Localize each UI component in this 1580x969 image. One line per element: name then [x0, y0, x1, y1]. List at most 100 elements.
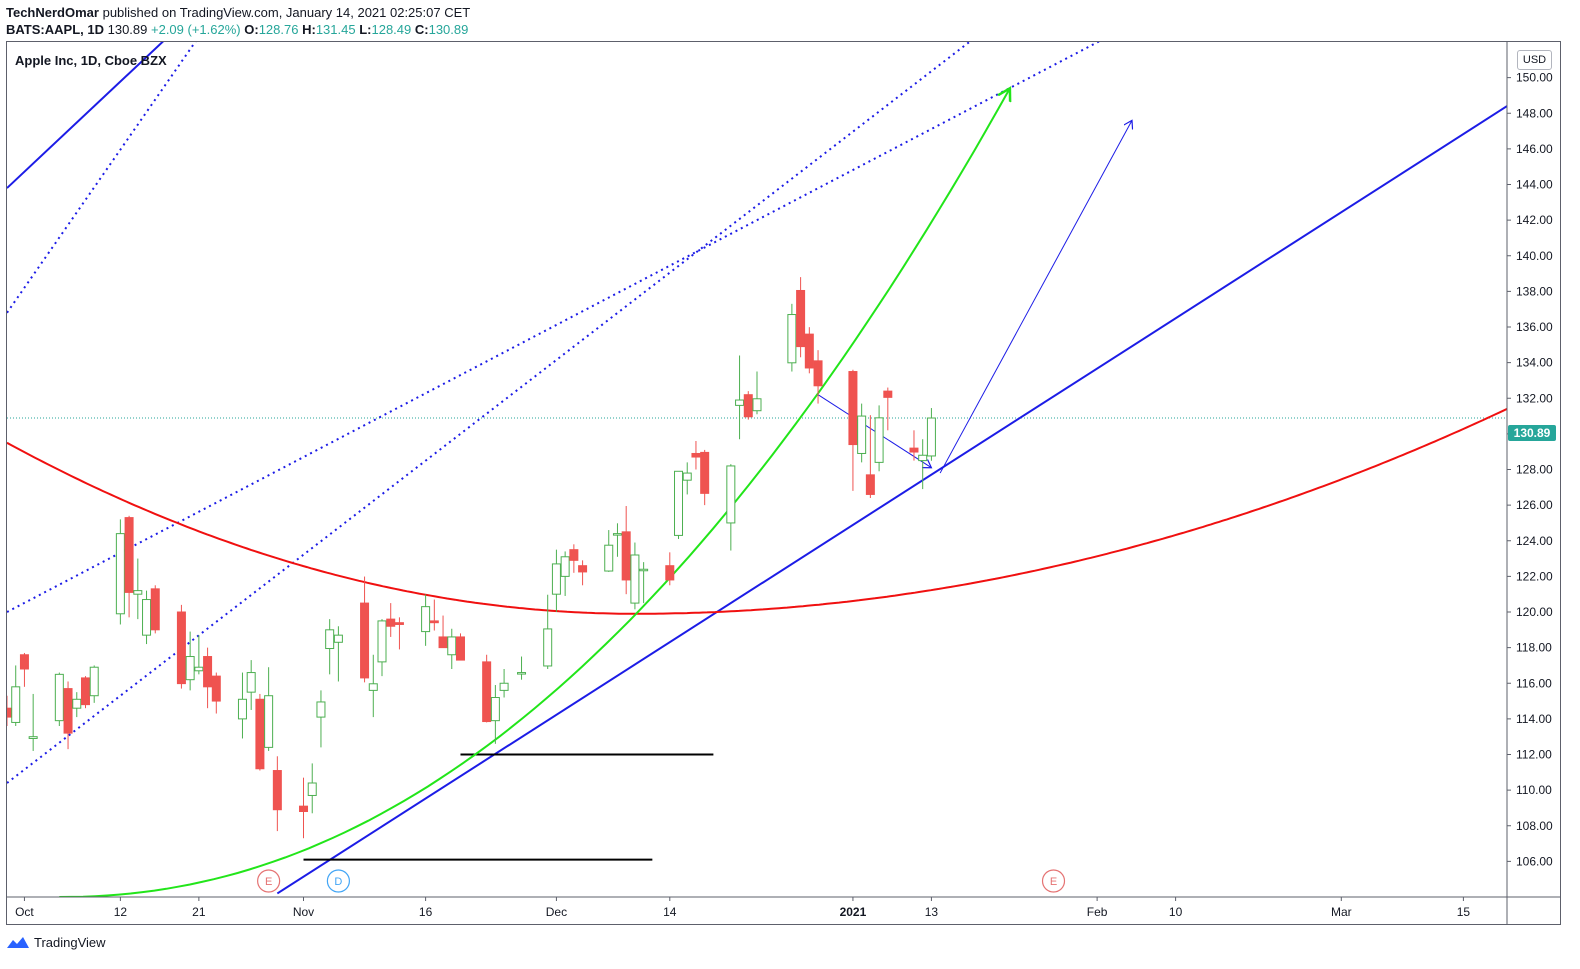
x-tick-label: Nov [293, 905, 314, 919]
candle-body [360, 602, 370, 679]
close-label: C: [414, 22, 429, 37]
candle-body [621, 531, 631, 581]
candle-bearish [360, 576, 370, 683]
candle-bullish [54, 672, 64, 726]
candle-body [7, 707, 12, 718]
x-tick-label: Dec [546, 905, 567, 919]
candle-bullish [874, 405, 884, 472]
high-value: 131.45 [315, 22, 356, 37]
candle-body [865, 474, 875, 495]
candle-bearish [272, 756, 282, 832]
candle-body [482, 661, 492, 723]
x-tick-label: Oct [15, 905, 34, 919]
candle-body [124, 517, 134, 593]
earnings-event-marker [1041, 869, 1066, 893]
candle-body [211, 675, 221, 702]
candle-bearish [429, 599, 439, 631]
y-tick-label: 142.00 [1516, 213, 1553, 227]
earnings-event-label: E [1050, 876, 1057, 888]
candle-bearish [255, 693, 265, 771]
candle-bullish [333, 626, 343, 682]
x-tick-label: 15 [1457, 905, 1471, 919]
candle-body [54, 673, 64, 722]
publish-info: TechNerdOmar published on TradingView.co… [6, 5, 470, 20]
y-tick-label: 122.00 [1516, 569, 1553, 583]
candle-bullish [368, 654, 378, 718]
y-tick-label: 126.00 [1516, 498, 1553, 512]
candle-bullish [517, 656, 527, 680]
symbol-label[interactable]: BATS:AAPL, 1D [6, 22, 104, 37]
candle-bearish [211, 672, 221, 714]
candle-bullish [185, 631, 195, 691]
y-tick-label: 148.00 [1516, 106, 1553, 120]
candle-bullish [857, 403, 867, 463]
green-parabola-curve [59, 88, 1010, 897]
candle-body [639, 568, 649, 572]
y-tick-label: 116.00 [1516, 676, 1552, 690]
candle-body [918, 454, 928, 462]
chart-frame[interactable] [6, 41, 1561, 925]
candle-body [255, 698, 265, 770]
quote-line: BATS:AAPL, 1D 130.89 +2.09 (+1.62%) O:12… [6, 22, 468, 37]
published-text: published on TradingView.com, January 14… [102, 5, 471, 20]
candle-bearish [865, 415, 875, 498]
candle-bullish [237, 672, 247, 739]
candle-body [543, 628, 553, 667]
channel-dotted-line [7, 42, 197, 314]
author-name[interactable]: TechNerdOmar [6, 5, 99, 20]
candle-body [72, 698, 82, 709]
y-tick-label: 112.00 [1516, 748, 1552, 762]
last-price-tag: 130.89 [1508, 425, 1556, 441]
candle-body [438, 636, 448, 649]
candle-body [272, 770, 282, 811]
candle-body [735, 399, 745, 406]
candle-bearish [63, 681, 73, 750]
chart-legend-title[interactable]: Apple Inc, 1D, Cboe BZX [15, 53, 167, 68]
y-tick-label: 140.00 [1516, 249, 1553, 263]
candle-body [185, 656, 195, 681]
candle-bearish [7, 695, 12, 726]
candle-bearish [909, 430, 919, 461]
candle-bullish [142, 590, 152, 645]
candle-bullish [316, 690, 326, 748]
candle-body [804, 333, 814, 369]
x-tick-label: 14 [663, 905, 677, 919]
tradingview-cloud-icon [7, 937, 29, 948]
candle-body [307, 782, 317, 796]
candle-body [674, 470, 684, 536]
candle-body [551, 563, 561, 595]
candle-bullish [682, 462, 692, 495]
y-tick-label: 108.00 [1516, 819, 1553, 833]
candle-body [28, 736, 38, 739]
candle-body [665, 565, 675, 581]
y-tick-label: 128.00 [1516, 463, 1553, 477]
open-value: 128.76 [258, 22, 299, 37]
x-tick-label: 16 [419, 905, 433, 919]
dividend-event-marker [326, 869, 350, 893]
candle-bullish [560, 551, 570, 596]
candle-body [325, 629, 335, 650]
y-tick-label: 120.00 [1516, 605, 1553, 619]
y-tick-label: 124.00 [1516, 534, 1553, 548]
candle-bullish [630, 542, 640, 610]
x-tick-label: 13 [925, 905, 939, 919]
candle-body [490, 697, 500, 722]
candle-bullish [499, 669, 509, 698]
candle-bullish [264, 667, 274, 751]
earnings-event-label: E [265, 876, 272, 888]
candle-bearish [796, 277, 806, 358]
candle-bullish [926, 408, 936, 461]
candle-bearish [176, 604, 186, 689]
plot-area [7, 42, 1507, 897]
candle-bullish [89, 665, 99, 703]
candle-body [909, 447, 919, 453]
candle-bearish [569, 544, 579, 573]
currency-button[interactable]: USD [1517, 50, 1552, 70]
tradingview-logo[interactable]: TradingView [6, 934, 106, 950]
dividend-event-label: D [334, 876, 342, 888]
earnings-event-marker [257, 869, 281, 893]
low-value: 128.49 [371, 22, 412, 37]
candle-body [150, 588, 160, 631]
candle-body [569, 549, 579, 561]
